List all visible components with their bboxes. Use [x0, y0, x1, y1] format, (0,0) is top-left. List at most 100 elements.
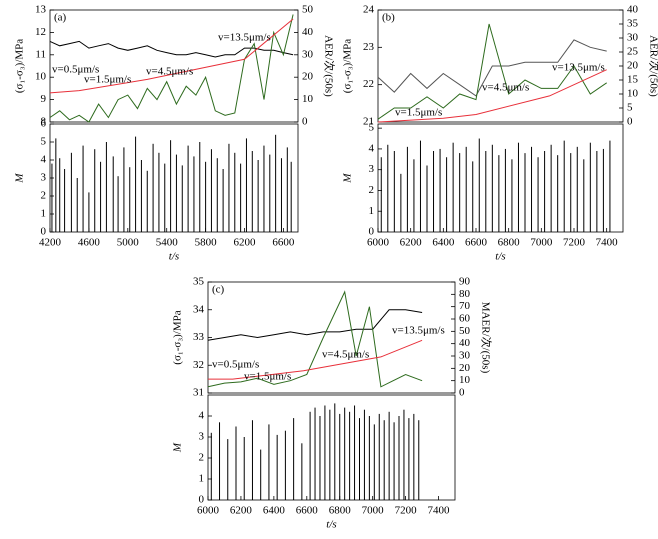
x-tick-label: 6600 [272, 237, 295, 249]
y2-tick-label: 10 [302, 93, 314, 105]
series-line [208, 339, 423, 380]
x-tick-label: 6200 [230, 505, 253, 517]
x-tick-label: 7000 [530, 237, 553, 249]
y-tick-label: 31 [193, 387, 204, 399]
y-tick-label: 2 [369, 184, 375, 196]
x-tick-label: 6000 [197, 505, 220, 517]
annotation: v=13.5μm/s [392, 325, 445, 337]
y-tick-label: 33 [193, 331, 205, 343]
y-tick-label: 12 [35, 26, 46, 38]
x-tick-label: 4600 [78, 237, 101, 249]
panel-label: (c) [212, 284, 225, 296]
x-tick-label: 7000 [362, 505, 385, 517]
y-tick-label: 13 [35, 4, 47, 16]
y2-axis-label: MAER/次/(50s) [479, 302, 493, 374]
x-tick-label: 7200 [395, 505, 418, 517]
y-tick-label: 10 [35, 71, 47, 83]
series-line [377, 69, 607, 123]
y2-tick-label: 70 [459, 300, 471, 312]
x-axis-label: t/s [169, 251, 179, 263]
y2-tick-label: 50 [459, 325, 471, 337]
y-tick-label: 0 [199, 494, 205, 506]
y-tick-label: 1 [369, 205, 375, 217]
y2-tick-label: 25 [627, 46, 639, 58]
y-tick-label: 6 [41, 118, 47, 130]
y2-tick-label: 30 [302, 48, 314, 60]
y2-tick-label: 50 [302, 4, 314, 16]
plot-frame [49, 123, 299, 233]
y-tick-label: 35 [193, 276, 205, 288]
y2-tick-label: 20 [302, 71, 314, 83]
y-axis-label: M [172, 442, 184, 453]
y-tick-label: 1 [199, 473, 205, 485]
series-line [207, 290, 423, 388]
plot-frame [49, 9, 299, 123]
series-line [207, 309, 423, 341]
y-tick-label: 0 [41, 226, 47, 238]
x-tick-label: 5400 [156, 237, 179, 249]
y-tick-label: 1 [41, 208, 47, 220]
y-axis-label: M [14, 173, 26, 184]
y-tick-label: 2 [41, 190, 47, 202]
plot-frame [207, 394, 456, 501]
y-axis-label: (σ₁-σ₃)/MPa [14, 39, 26, 93]
y2-tick-label: 40 [627, 4, 639, 16]
y-tick-label: 24 [363, 4, 375, 16]
plot-frame [377, 123, 624, 233]
x-tick-label: 7400 [596, 237, 619, 249]
y-tick-label: 8 [41, 116, 47, 128]
x-axis-label: t/s [326, 519, 336, 531]
y-tick-label: 4 [41, 154, 47, 166]
y2-tick-label: 5 [627, 102, 633, 114]
y2-tick-label: 35 [627, 18, 639, 30]
panel-label: (a) [54, 12, 67, 24]
y-axis-label: (σ₁-σ₃)/MPa [342, 39, 354, 93]
x-tick-label: 6200 [400, 237, 423, 249]
y2-tick-label: 0 [627, 116, 633, 128]
annotation: v=1.5μm/s [244, 371, 291, 383]
y2-tick-label: 40 [302, 26, 314, 38]
y2-tick-label: 0 [459, 387, 465, 399]
series-line [49, 40, 294, 58]
series-line [377, 39, 607, 97]
x-tick-label: 6600 [465, 237, 488, 249]
y2-tick-label: 30 [459, 350, 471, 362]
x-tick-label: 6400 [263, 505, 286, 517]
x-tick-label: 6800 [329, 505, 352, 517]
x-tick-label: 5800 [195, 237, 218, 249]
annotation: v=0.5μm/s [52, 64, 99, 76]
y2-tick-label: 20 [627, 60, 639, 72]
y2-tick-label: 15 [627, 74, 639, 86]
y-axis-label: M [342, 173, 354, 184]
panel-label: (b) [382, 12, 395, 24]
annotation: v=0.5μm/s [212, 359, 259, 371]
y2-tick-label: 0 [302, 116, 308, 128]
x-tick-label: 6600 [296, 505, 319, 517]
annotation: v=13.5μm/s [552, 62, 605, 74]
series-line [49, 18, 294, 94]
y-tick-label: 5 [41, 136, 47, 148]
x-tick-label: 6800 [498, 237, 521, 249]
y2-tick-label: 10 [459, 374, 471, 386]
annotation: v=1.5μm/s [84, 74, 131, 86]
annotation: v=13.5μm/s [218, 32, 271, 44]
y2-tick-label: 90 [459, 276, 471, 288]
y-tick-label: 4 [369, 142, 375, 154]
y-tick-label: 5 [369, 122, 375, 134]
x-axis-label: t/s [495, 251, 505, 263]
x-tick-label: 7200 [563, 237, 586, 249]
x-tick-label: 7400 [428, 505, 451, 517]
y-tick-label: 4 [199, 410, 205, 422]
x-tick-label: 4200 [39, 237, 62, 249]
y2-tick-label: 10 [627, 88, 639, 100]
y-tick-label: 34 [193, 303, 205, 315]
y-axis-label: (σ₁-σ₃)/MPa [172, 310, 184, 364]
y-tick-label: 22 [363, 78, 374, 90]
y-tick-label: 32 [193, 359, 204, 371]
y2-tick-label: 40 [459, 337, 471, 349]
series-line [377, 23, 607, 120]
x-tick-label: 5000 [117, 237, 140, 249]
y2-tick-label: 30 [627, 32, 639, 44]
y-tick-label: 3 [41, 172, 47, 184]
